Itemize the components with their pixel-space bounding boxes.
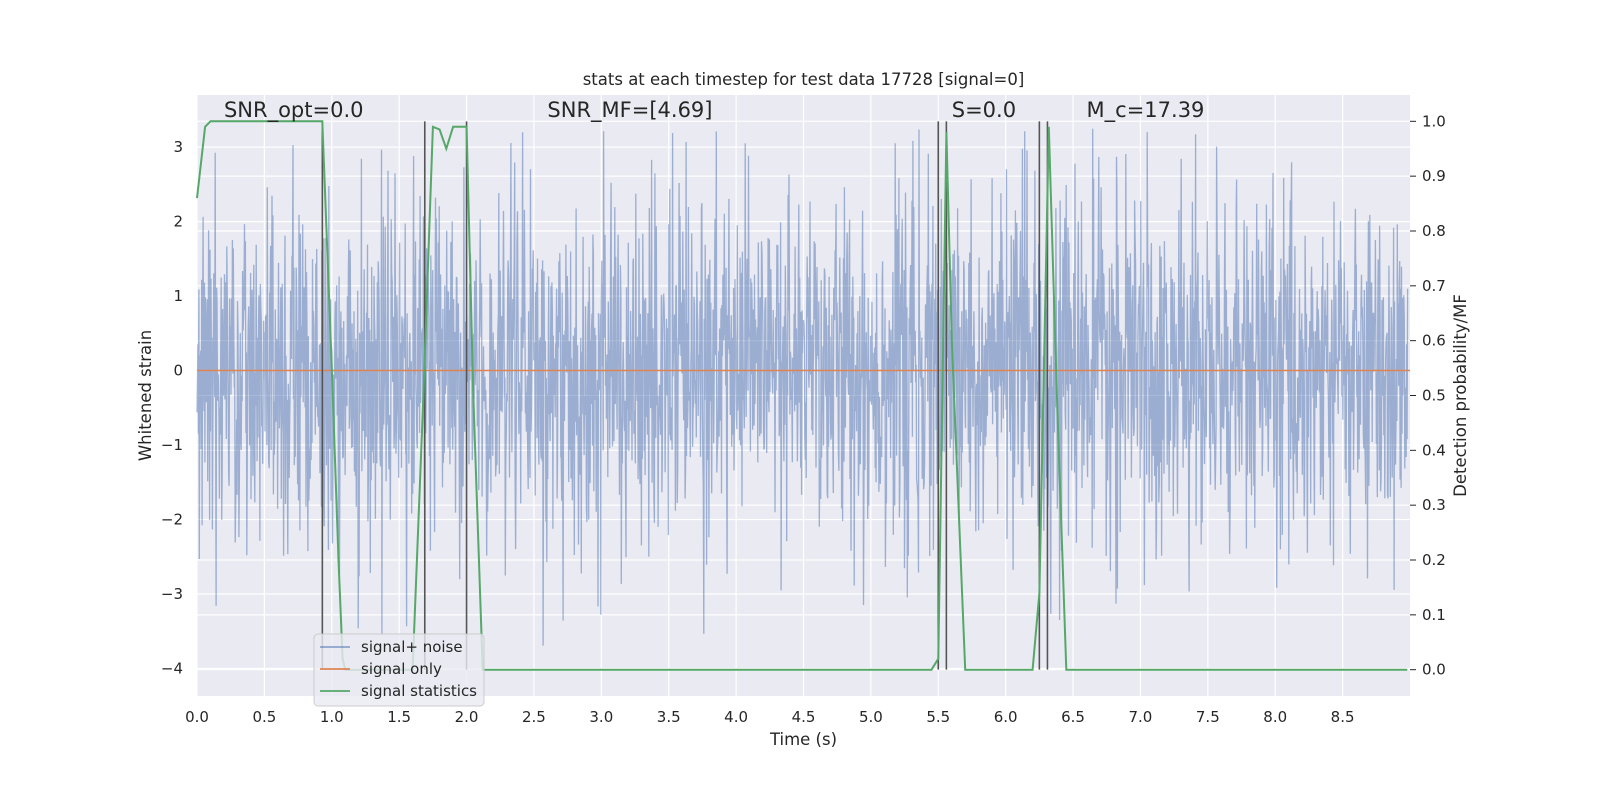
legend: signal+ noise signal only signal statistic…	[313, 633, 485, 707]
x-tick-label: 7.0	[1129, 708, 1153, 726]
x-tick-label: 0.0	[185, 708, 209, 726]
x-tick-label: 0.5	[252, 708, 276, 726]
y-right-tick-label: 0.9	[1422, 167, 1446, 185]
legend-label: signal statistics	[361, 682, 477, 700]
y-tick-label: 2	[173, 213, 183, 231]
x-tick-label: 1.0	[320, 708, 344, 726]
y-axis-label-right: Detection probability/MF	[1451, 294, 1470, 497]
y-tick-label: 1	[173, 287, 183, 305]
legend-box	[313, 633, 485, 707]
y-right-tick-label: 0.1	[1422, 606, 1446, 624]
legend-items: signal+ noise signal only signal statistic…	[320, 638, 477, 700]
legend-label: signal+ noise	[361, 638, 463, 656]
x-tick-label: 5.5	[926, 708, 950, 726]
y-tick-label: −1	[161, 436, 183, 454]
x-axis-label: Time (s)	[769, 730, 837, 749]
series-signal-statistics	[196, 120, 1408, 671]
y-tick-label: −4	[161, 659, 183, 677]
y-right-tick-label: 0.4	[1422, 441, 1446, 459]
annotation-text: SNR_MF=[4.69]	[547, 98, 712, 123]
annotation-text: M_c=17.39	[1087, 98, 1205, 123]
x-tick-label: 4.5	[792, 708, 816, 726]
x-tick-label: 2.0	[455, 708, 479, 726]
y-tick-label: 3	[173, 138, 183, 156]
annotations: SNR_opt=0.0 SNR_MF=[4.69] S=0.0 M_c=17.39	[224, 98, 1204, 123]
y-right-tick-label: 0.3	[1422, 496, 1446, 514]
y-right-tick-label: 0.0	[1422, 661, 1446, 679]
y-right-tick-label: 0.6	[1422, 332, 1446, 350]
x-tick-label: 8.0	[1263, 708, 1287, 726]
legend-label: signal only	[361, 660, 442, 678]
y-right-tick-label: 0.2	[1422, 551, 1446, 569]
x-tick-label: 3.5	[657, 708, 681, 726]
tick-labels: 0.0 0.5 1.0 1.5 2.0 2.5 3.0 3.5 4.0 4.5 5.0 5.5 6.0 6…	[161, 112, 1446, 726]
x-tick-label: 6.0	[994, 708, 1018, 726]
x-tick-label: 4.0	[724, 708, 748, 726]
signal-statistics-line	[196, 120, 1408, 671]
x-tick-label: 7.5	[1196, 708, 1220, 726]
annotation-text: SNR_opt=0.0	[224, 98, 364, 123]
x-tick-label: 6.5	[1061, 708, 1085, 726]
y-right-tick-label: 0.8	[1422, 222, 1446, 240]
y-right-tick-label: 0.5	[1422, 387, 1446, 405]
x-tick-label: 5.0	[859, 708, 883, 726]
y-axis-label: Whitened strain	[136, 330, 155, 461]
y-tick-label: −2	[161, 510, 183, 528]
signal-noise-line	[196, 128, 1409, 646]
x-tick-label: 3.0	[589, 708, 613, 726]
x-tick-label: 1.5	[387, 708, 411, 726]
series-signal-noise	[196, 128, 1409, 646]
y-tick-label: −3	[161, 585, 183, 603]
x-tick-label: 2.5	[522, 708, 546, 726]
y-tick-label: 0	[173, 362, 183, 380]
annotation-text: S=0.0	[952, 98, 1016, 122]
y-right-tick-label: 0.7	[1422, 277, 1446, 295]
chart-title: stats at each timestep for test data 177…	[583, 70, 1025, 89]
x-tick-label: 8.5	[1331, 708, 1355, 726]
y-right-tick-label: 1.0	[1422, 112, 1446, 130]
